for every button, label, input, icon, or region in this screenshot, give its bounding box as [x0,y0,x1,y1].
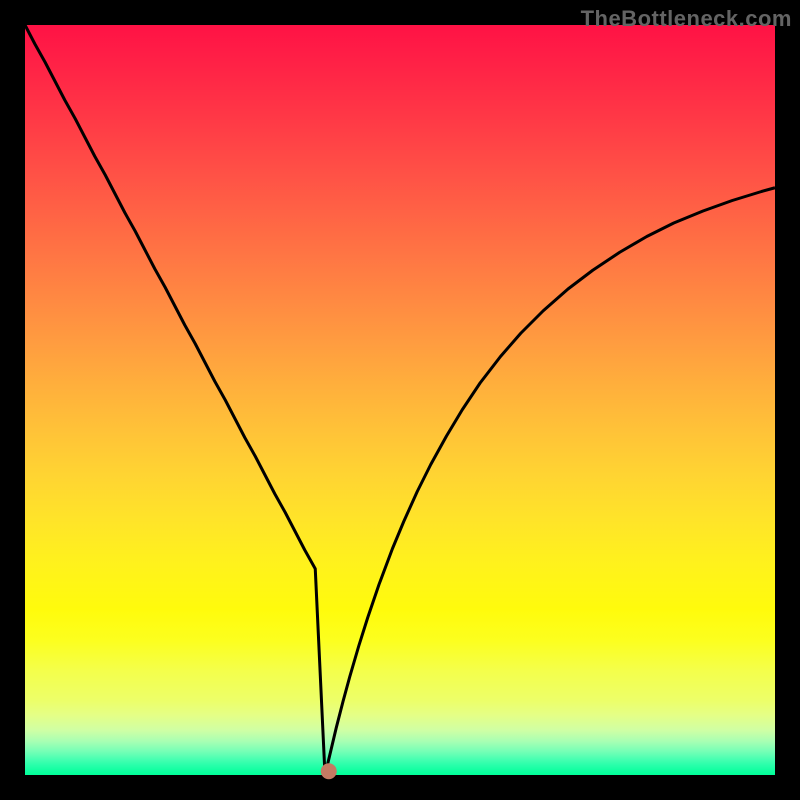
bottleneck-chart [0,0,800,800]
watermark-text: TheBottleneck.com [581,6,792,32]
optimal-point-marker [321,763,337,779]
chart-background-gradient [25,25,775,775]
chart-container: TheBottleneck.com [0,0,800,800]
